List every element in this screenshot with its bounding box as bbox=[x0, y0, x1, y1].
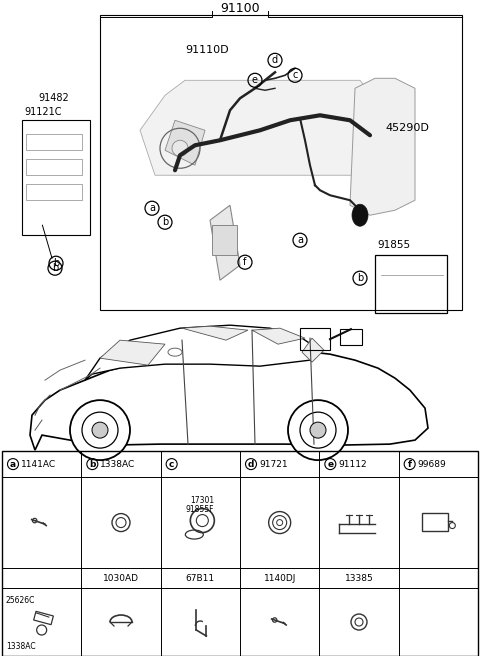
Ellipse shape bbox=[352, 204, 368, 226]
Bar bbox=[22, 120, 90, 236]
Text: 1030AD: 1030AD bbox=[103, 573, 139, 583]
Bar bbox=[340, 329, 362, 345]
Bar bbox=[100, 15, 462, 310]
Text: c: c bbox=[292, 70, 298, 80]
Polygon shape bbox=[252, 328, 305, 344]
Polygon shape bbox=[302, 338, 324, 362]
Text: 91121C: 91121C bbox=[24, 108, 61, 117]
Polygon shape bbox=[210, 205, 240, 280]
Polygon shape bbox=[140, 80, 400, 175]
Bar bbox=[422, 512, 448, 531]
Polygon shape bbox=[85, 325, 320, 380]
Text: f: f bbox=[243, 257, 247, 267]
Text: 91100: 91100 bbox=[220, 2, 260, 15]
Circle shape bbox=[310, 422, 326, 438]
Text: 13385: 13385 bbox=[345, 573, 373, 583]
Circle shape bbox=[82, 412, 118, 448]
Bar bbox=[26, 184, 82, 200]
Text: b: b bbox=[52, 263, 58, 273]
Text: b: b bbox=[357, 273, 363, 283]
Circle shape bbox=[288, 400, 348, 460]
Circle shape bbox=[70, 400, 130, 460]
Text: b: b bbox=[53, 258, 59, 268]
Bar bbox=[26, 134, 82, 150]
FancyArrowPatch shape bbox=[36, 613, 49, 617]
Text: d: d bbox=[248, 460, 254, 468]
Text: 91721: 91721 bbox=[259, 460, 288, 468]
Text: 1141AC: 1141AC bbox=[21, 460, 56, 468]
Text: 1338AC: 1338AC bbox=[100, 460, 135, 468]
Bar bbox=[26, 159, 82, 175]
Bar bbox=[300, 328, 330, 350]
Text: b: b bbox=[162, 217, 168, 227]
Text: 91112: 91112 bbox=[338, 460, 367, 468]
Text: 67B11: 67B11 bbox=[186, 573, 215, 583]
Text: 25626C: 25626C bbox=[6, 596, 36, 605]
Text: a: a bbox=[10, 460, 16, 468]
Bar bbox=[375, 255, 447, 313]
Polygon shape bbox=[182, 326, 248, 340]
Text: 17301: 17301 bbox=[190, 496, 214, 505]
Text: e: e bbox=[327, 460, 334, 468]
Text: 91482: 91482 bbox=[38, 93, 69, 103]
Circle shape bbox=[172, 140, 188, 156]
Circle shape bbox=[92, 422, 108, 438]
Text: 91855: 91855 bbox=[377, 240, 410, 250]
Text: 45290D: 45290D bbox=[385, 123, 429, 133]
Text: 99689: 99689 bbox=[418, 460, 446, 468]
Polygon shape bbox=[30, 348, 428, 450]
Text: c: c bbox=[169, 460, 174, 468]
Text: f: f bbox=[408, 460, 412, 468]
Circle shape bbox=[300, 412, 336, 448]
Text: d: d bbox=[272, 55, 278, 66]
Text: e: e bbox=[252, 75, 258, 85]
Bar bbox=[2, 451, 478, 656]
Text: b: b bbox=[89, 460, 96, 468]
Polygon shape bbox=[350, 78, 415, 215]
Text: 91110D: 91110D bbox=[185, 45, 228, 55]
Text: a: a bbox=[149, 203, 155, 213]
Text: 91855F: 91855F bbox=[186, 505, 214, 514]
Bar bbox=[212, 225, 237, 255]
Text: 1338AC: 1338AC bbox=[6, 642, 36, 651]
Bar bbox=[34, 611, 53, 625]
Polygon shape bbox=[100, 340, 165, 365]
Text: a: a bbox=[297, 236, 303, 245]
Text: 1140DJ: 1140DJ bbox=[264, 573, 296, 583]
Polygon shape bbox=[165, 120, 205, 165]
